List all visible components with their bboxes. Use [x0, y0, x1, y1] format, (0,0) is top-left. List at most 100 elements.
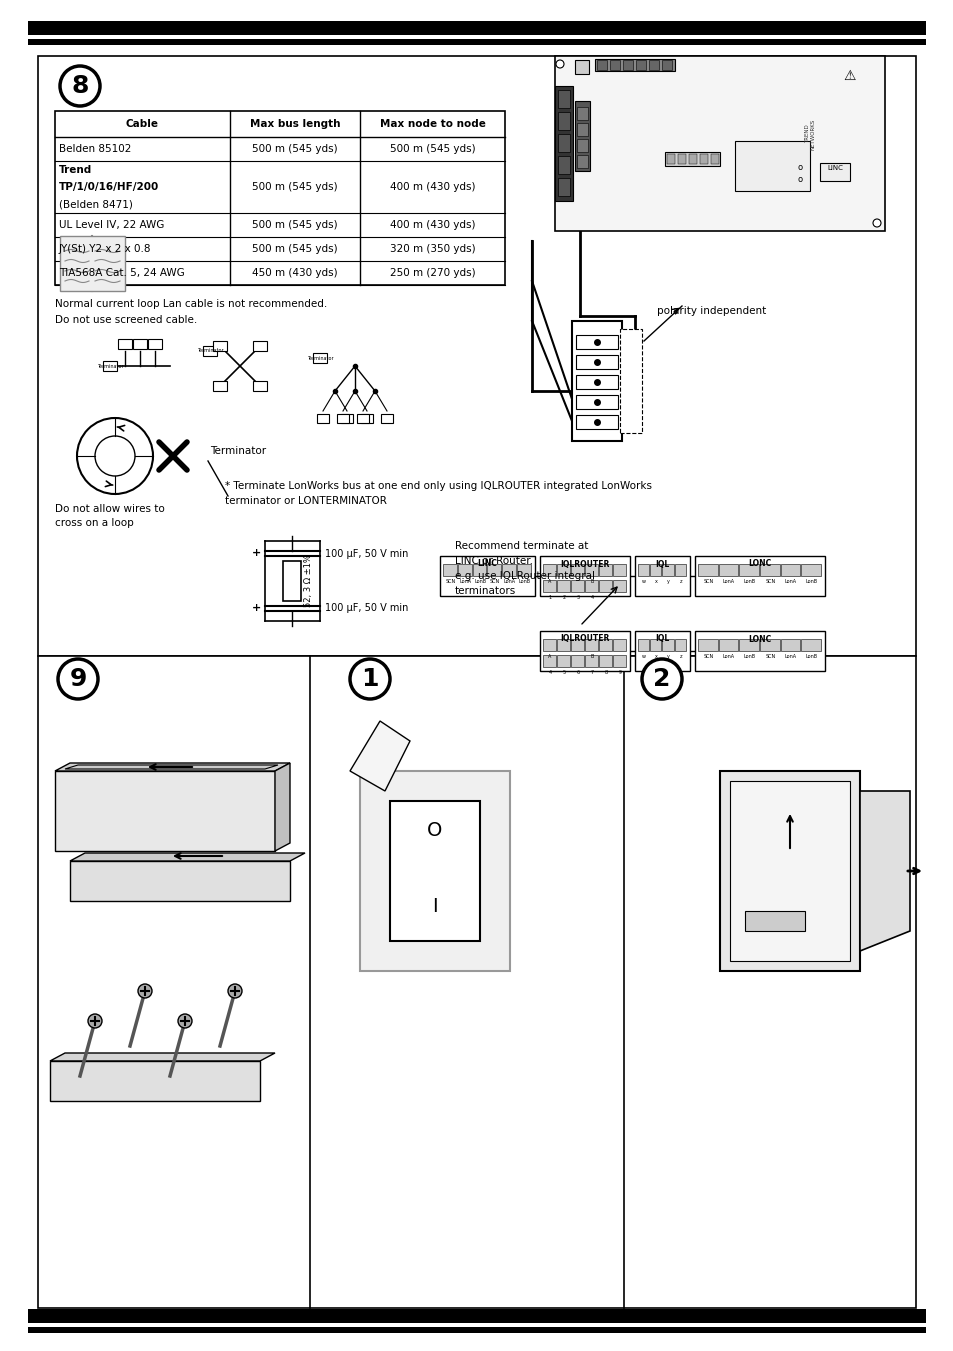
Text: LonA: LonA — [784, 580, 796, 584]
Bar — [558, 134, 569, 153]
Text: 6: 6 — [576, 670, 579, 676]
Bar — [28, 1327, 925, 1333]
Polygon shape — [55, 771, 274, 851]
Bar — [648, 59, 659, 70]
Bar — [584, 563, 598, 576]
Circle shape — [58, 659, 98, 698]
Bar — [360, 413, 373, 423]
Bar — [739, 563, 759, 576]
Bar — [572, 322, 621, 440]
Bar — [38, 657, 915, 1308]
Bar — [613, 580, 625, 592]
Text: Terminator: Terminator — [196, 349, 223, 354]
Bar — [103, 361, 117, 372]
Text: LonA: LonA — [722, 654, 735, 659]
Bar — [820, 163, 849, 181]
Text: 500 m (545 yds): 500 m (545 yds) — [252, 245, 337, 254]
Bar — [542, 563, 556, 576]
Bar — [710, 154, 719, 163]
Bar — [698, 639, 717, 651]
Text: terminators: terminators — [455, 586, 516, 596]
Bar — [577, 107, 587, 120]
Text: x: x — [655, 580, 658, 584]
Text: 450 m (430 yds): 450 m (430 yds) — [252, 267, 337, 278]
Bar — [619, 330, 641, 434]
Text: A: A — [548, 654, 551, 659]
Text: 7: 7 — [590, 670, 593, 676]
Text: Belden 85102: Belden 85102 — [59, 145, 132, 154]
Text: TIA568A Cat. 5, 24 AWG: TIA568A Cat. 5, 24 AWG — [59, 267, 185, 278]
Bar — [28, 22, 925, 35]
Text: IQLROUTER: IQLROUTER — [559, 559, 609, 569]
Text: w: w — [641, 580, 645, 584]
Bar — [203, 346, 216, 357]
Bar — [661, 59, 671, 70]
Bar — [359, 771, 510, 971]
Bar — [539, 631, 629, 671]
Text: (Belden 8471): (Belden 8471) — [59, 200, 132, 209]
Bar — [688, 154, 697, 163]
Text: terminator or LONTERMINATOR: terminator or LONTERMINATOR — [225, 496, 387, 507]
Circle shape — [641, 659, 681, 698]
Text: I: I — [432, 897, 437, 916]
Text: Max node to node: Max node to node — [379, 119, 485, 128]
Text: 2: 2 — [562, 594, 565, 600]
Text: IQL: IQL — [655, 635, 669, 643]
Bar — [313, 353, 327, 363]
Text: TP/1/0/16/HF/200: TP/1/0/16/HF/200 — [59, 182, 159, 192]
Bar — [650, 639, 660, 651]
Text: LonB: LonB — [742, 580, 755, 584]
Bar — [576, 355, 618, 369]
Bar — [661, 563, 673, 576]
Bar — [253, 342, 267, 351]
Bar — [571, 639, 583, 651]
Text: +: + — [252, 549, 261, 558]
Text: 100 μF, 50 V min: 100 μF, 50 V min — [325, 549, 408, 559]
Text: o: o — [797, 174, 801, 184]
Bar — [442, 563, 456, 576]
Bar — [613, 563, 625, 576]
Bar — [557, 563, 569, 576]
Text: 250 m (270 yds): 250 m (270 yds) — [389, 267, 475, 278]
Bar — [638, 639, 649, 651]
Text: A: A — [548, 580, 551, 584]
Text: w: w — [641, 654, 645, 659]
Text: LonA: LonA — [722, 580, 735, 584]
Text: LonB: LonB — [518, 580, 530, 584]
Text: LINC: LINC — [826, 165, 842, 172]
Bar — [729, 781, 849, 961]
Text: 3: 3 — [576, 594, 579, 600]
Text: SCN: SCN — [764, 654, 775, 659]
Bar — [60, 236, 125, 290]
Bar — [674, 563, 685, 576]
Polygon shape — [50, 1061, 260, 1101]
Text: 320 m (350 yds): 320 m (350 yds) — [389, 245, 475, 254]
Bar — [760, 563, 779, 576]
Bar — [336, 413, 349, 423]
Text: y: y — [666, 580, 669, 584]
Bar — [650, 563, 660, 576]
Bar — [666, 154, 675, 163]
Bar — [576, 415, 618, 430]
Text: IQL: IQL — [655, 559, 669, 569]
Bar — [557, 580, 569, 592]
Text: 500 m (545 yds): 500 m (545 yds) — [252, 220, 337, 230]
Text: SCN: SCN — [489, 580, 499, 584]
Bar — [517, 563, 531, 576]
Bar — [555, 55, 884, 231]
Polygon shape — [70, 861, 290, 901]
Text: SCN: SCN — [764, 580, 775, 584]
Bar — [439, 557, 535, 596]
Text: 500 m (545 yds): 500 m (545 yds) — [389, 145, 475, 154]
Circle shape — [350, 659, 390, 698]
Bar — [734, 141, 809, 190]
Text: Terminator: Terminator — [306, 355, 333, 361]
Bar — [213, 381, 227, 390]
Bar — [555, 86, 573, 201]
Text: 400 m (430 yds): 400 m (430 yds) — [390, 220, 475, 230]
Bar — [38, 55, 915, 657]
Bar — [557, 655, 569, 667]
Text: 8: 8 — [604, 670, 607, 676]
Bar — [457, 563, 471, 576]
Bar — [380, 413, 393, 423]
